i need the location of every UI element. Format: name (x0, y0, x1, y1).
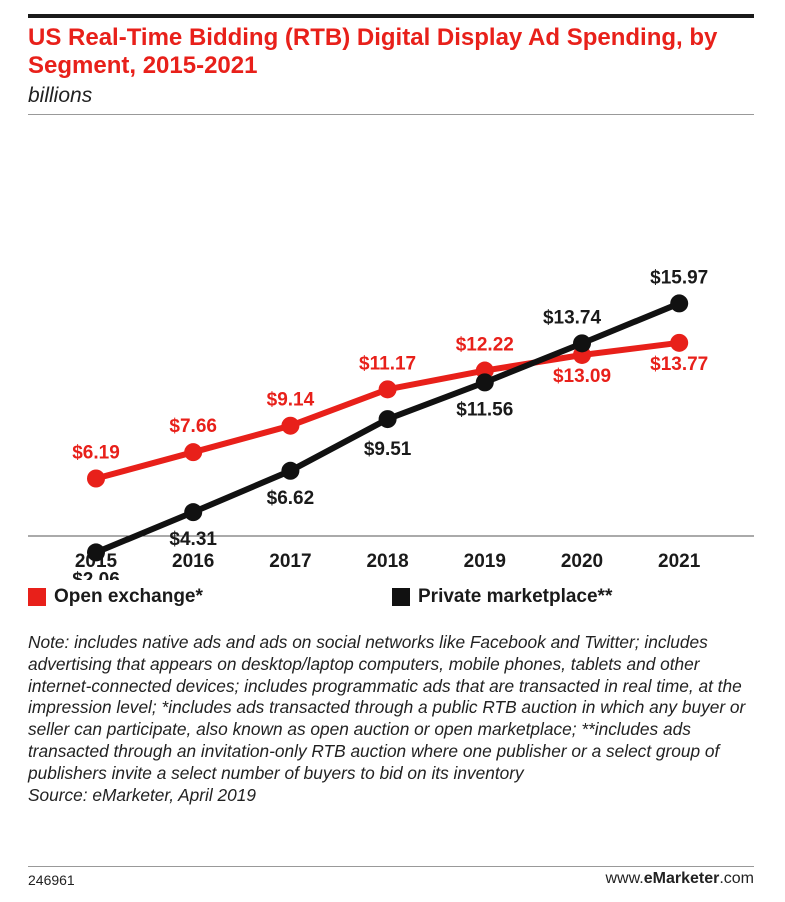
data-point (378, 410, 397, 429)
subtitle-rule (28, 114, 754, 115)
data-label: $11.56 (456, 399, 513, 420)
top-rule (28, 14, 754, 18)
brand-link[interactable]: www.eMarketer.com (605, 870, 754, 888)
data-label: $11.17 (359, 353, 416, 374)
x-tick-label: 2015 (75, 551, 118, 572)
data-point (670, 333, 689, 352)
data-point (670, 294, 689, 313)
legend-item-private-marketplace: Private marketplace** (392, 586, 612, 608)
data-label: $13.09 (553, 366, 611, 387)
source-text: Source: eMarketer, April 2019 (28, 784, 256, 805)
data-label: $2.06 (72, 569, 120, 580)
legend-swatch-private-marketplace (392, 588, 410, 606)
data-point (378, 380, 397, 399)
data-label: $12.22 (456, 335, 514, 356)
legend-swatch-open-exchange (28, 588, 46, 606)
data-label: $7.66 (169, 416, 217, 437)
data-point (281, 461, 300, 480)
x-tick-label: 2020 (561, 551, 603, 572)
x-tick-label: 2018 (366, 551, 408, 572)
brand-prefix: www. (605, 870, 644, 887)
legend-item-open-exchange: Open exchange* (28, 586, 203, 608)
legend-label-open-exchange: Open exchange* (54, 586, 203, 607)
data-label: $9.51 (364, 439, 412, 460)
data-label: $13.77 (650, 354, 708, 375)
brand-name: eMarketer (643, 870, 720, 887)
chart-title: US Real-Time Bidding (RTB) Digital Displ… (28, 24, 718, 79)
data-label: $13.74 (543, 307, 602, 328)
chart-subtitle: billions (28, 84, 93, 107)
x-tick-label: 2019 (464, 551, 506, 572)
bottom-rule (28, 866, 754, 867)
brand-suffix: .com (719, 870, 754, 887)
data-point (281, 416, 300, 435)
legend-label-private-marketplace: Private marketplace** (418, 586, 613, 607)
data-point (475, 373, 494, 392)
data-label: $9.14 (267, 390, 315, 411)
data-point (184, 443, 203, 462)
data-point (184, 503, 203, 522)
data-point (87, 543, 105, 562)
footnote-text: Note: includes native ads and ads on soc… (28, 632, 746, 783)
data-label: $6.62 (267, 488, 315, 509)
footnote: Note: includes native ads and ads on soc… (28, 632, 758, 806)
data-label: $15.97 (650, 267, 708, 288)
data-label: $4.31 (169, 529, 217, 550)
x-tick-label: 2017 (269, 551, 311, 572)
line-chart: 2015 2016 2017 2018 2019 2020 2021 $6.19 $7.66 $9… (28, 267, 754, 580)
chart-id: 246961 (28, 872, 75, 888)
x-tick-label: 2021 (658, 551, 701, 572)
x-tick-label: 2016 (172, 551, 214, 572)
data-point (573, 334, 591, 353)
data-point (87, 469, 105, 488)
data-label: $6.19 (72, 442, 120, 463)
